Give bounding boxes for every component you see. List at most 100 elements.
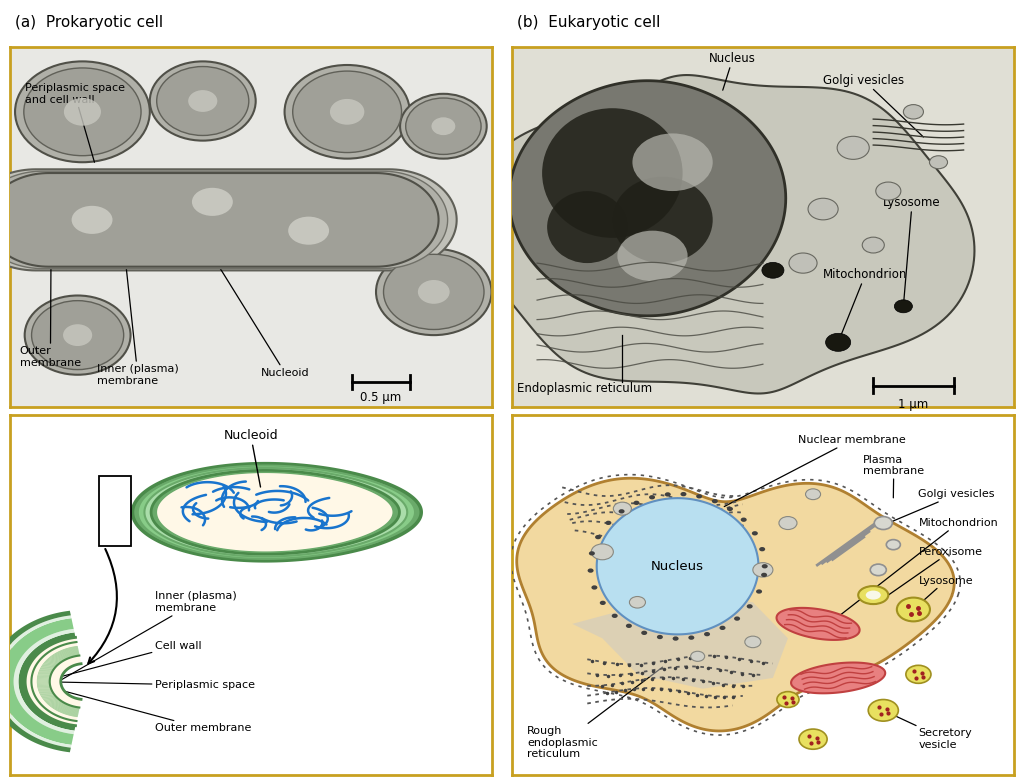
Circle shape [293,71,401,153]
Polygon shape [0,173,438,267]
Circle shape [897,597,930,622]
Text: Lysosome: Lysosome [913,576,973,609]
Polygon shape [572,595,788,689]
Circle shape [808,198,839,220]
Polygon shape [509,81,785,316]
Circle shape [376,249,492,335]
Circle shape [618,509,625,514]
Polygon shape [517,478,954,731]
Circle shape [15,61,150,162]
Circle shape [788,253,817,273]
Circle shape [611,614,617,618]
Circle shape [384,254,484,330]
Circle shape [746,604,753,608]
Circle shape [665,493,671,496]
Circle shape [753,563,773,577]
Circle shape [740,518,746,521]
Circle shape [626,624,632,628]
Circle shape [806,489,820,500]
Text: Inner (plasma)
membrane: Inner (plasma) membrane [58,591,237,681]
Ellipse shape [542,108,683,238]
Circle shape [32,301,124,370]
Circle shape [930,156,947,168]
Polygon shape [13,629,75,734]
Ellipse shape [188,90,217,112]
Circle shape [838,136,869,160]
Polygon shape [471,75,975,394]
Circle shape [24,68,141,156]
Circle shape [727,507,733,511]
Text: Outer
membrane: Outer membrane [19,234,81,367]
Circle shape [641,630,647,635]
Circle shape [690,651,705,662]
Circle shape [285,65,410,159]
Ellipse shape [431,117,456,135]
Text: Nucleus: Nucleus [651,560,705,573]
Polygon shape [132,464,421,561]
Circle shape [887,539,900,550]
Text: 1 μm: 1 μm [898,398,929,411]
Text: (b)  Eukaryotic cell: (b) Eukaryotic cell [517,15,660,30]
Ellipse shape [191,188,232,216]
Text: Rough
endoplasmic
reticulum: Rough endoplasmic reticulum [527,667,663,760]
Circle shape [762,262,784,278]
Text: Nucleoid: Nucleoid [212,256,309,377]
Circle shape [605,521,611,525]
Ellipse shape [547,191,628,263]
Circle shape [862,237,885,253]
Circle shape [649,495,655,500]
Circle shape [903,105,924,119]
Circle shape [634,500,639,505]
Ellipse shape [418,280,450,304]
Circle shape [696,494,702,499]
Ellipse shape [330,99,365,124]
Circle shape [656,635,663,639]
Circle shape [613,502,632,515]
Ellipse shape [72,206,113,234]
Text: Periplasmic space
and cell wall: Periplasmic space and cell wall [25,83,125,162]
Polygon shape [18,633,76,731]
Circle shape [589,551,595,555]
Circle shape [688,636,694,640]
Circle shape [870,564,887,576]
Ellipse shape [63,98,101,126]
Text: Golgi vesicles: Golgi vesicles [888,489,995,523]
Circle shape [752,531,758,536]
Circle shape [762,564,768,568]
Circle shape [868,699,898,721]
Circle shape [681,492,686,496]
Circle shape [720,626,726,630]
Polygon shape [597,498,759,634]
Circle shape [588,568,594,572]
Circle shape [705,632,710,637]
Circle shape [906,666,931,684]
Circle shape [756,590,762,594]
Circle shape [744,636,761,648]
Text: Mitochondrion: Mitochondrion [823,268,907,342]
Polygon shape [25,637,81,726]
Text: Peroxisome: Peroxisome [888,547,982,595]
Circle shape [400,94,486,159]
Text: Cell wall: Cell wall [42,640,202,681]
Polygon shape [0,611,71,752]
Circle shape [673,637,679,640]
Circle shape [157,67,249,135]
Polygon shape [138,466,415,559]
Ellipse shape [63,324,92,346]
Text: Nucleoid: Nucleoid [223,429,279,487]
Text: Outer membrane: Outer membrane [29,681,251,734]
Circle shape [799,729,827,749]
Circle shape [630,597,645,608]
Circle shape [712,499,718,503]
Ellipse shape [858,586,889,604]
Circle shape [595,535,601,539]
Text: Endoplasmic reticulum: Endoplasmic reticulum [517,382,652,395]
Bar [99,476,131,547]
Circle shape [617,231,688,281]
Polygon shape [792,662,885,693]
Text: 0.5 μm: 0.5 μm [360,391,401,404]
Polygon shape [0,619,74,745]
Circle shape [759,547,765,551]
Ellipse shape [288,217,329,245]
Polygon shape [0,615,72,748]
